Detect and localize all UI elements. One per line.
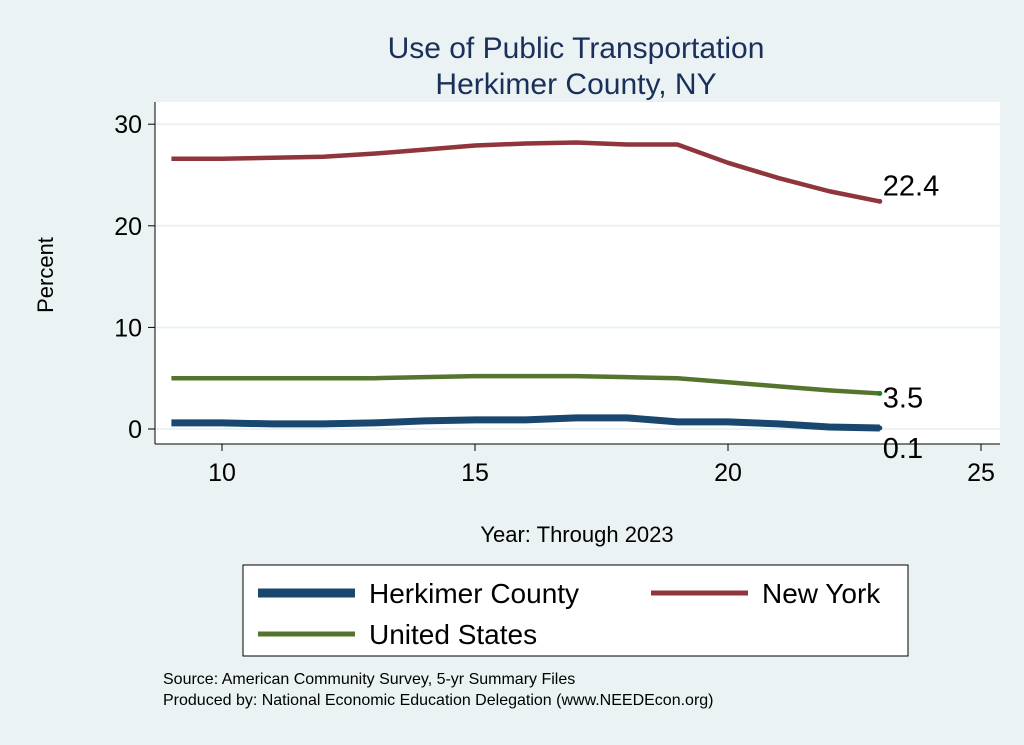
x-tick-label: 10: [208, 459, 236, 487]
source-note: Source: American Community Survey, 5-yr …: [163, 671, 576, 688]
end-point: [877, 425, 883, 431]
legend-label: New York: [762, 578, 881, 609]
y-tick-label: 0: [128, 416, 142, 444]
series-line-new-york: [171, 140, 881, 204]
chart-title: Use of Public Transportation: [388, 32, 765, 65]
producer-note: Produced by: National Economic Education…: [163, 692, 714, 709]
y-axis-label: Percent: [33, 237, 58, 313]
series-line-united-states: [171, 373, 880, 396]
x-tick-label: 25: [967, 459, 995, 487]
x-tick-label: 15: [461, 459, 489, 487]
y-tick-label: 30: [114, 111, 142, 139]
legend-label: United States: [369, 619, 537, 650]
series-line-herkimer-county: [171, 414, 880, 432]
legend-label: Herkimer County: [369, 578, 579, 609]
x-axis-label: Year: Through 2023: [480, 522, 673, 547]
end-value-label: 22.4: [883, 170, 939, 202]
chart-subtitle: Herkimer County, NY: [435, 68, 716, 101]
end-value-label: 0.1: [883, 433, 923, 465]
x-tick-label: 20: [714, 459, 742, 487]
end-point: [877, 198, 883, 204]
legend: [242, 564, 909, 657]
y-tick-label: 10: [114, 314, 142, 342]
y-tick-label: 20: [114, 213, 142, 241]
end-value-label: 3.5: [883, 382, 923, 414]
end-point: [877, 390, 883, 396]
